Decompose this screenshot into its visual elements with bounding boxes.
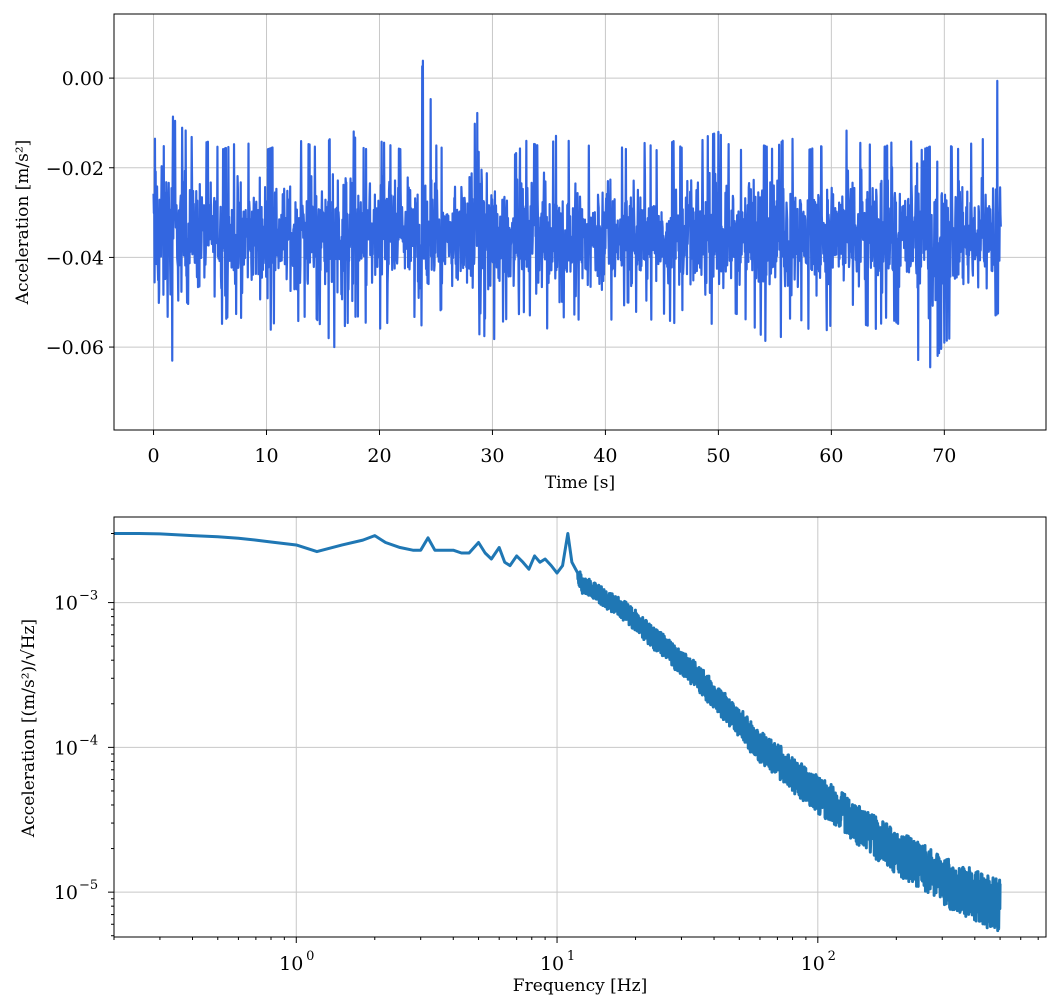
time-series-y-tick-label: −0.06 bbox=[46, 337, 104, 359]
time-series-y-ticks: 0.00 −0.02 −0.04 −0.06 bbox=[46, 68, 114, 359]
time-series-x-tick-label: 60 bbox=[819, 445, 843, 467]
spectrum-y-tick-exponent: −5 bbox=[79, 878, 98, 893]
spectrum-plot-frame bbox=[113, 516, 1047, 938]
time-series-x-tick-label: 0 bbox=[147, 445, 159, 467]
spectrum-y-tick-exponent: −4 bbox=[79, 733, 98, 748]
time-series-x-tick-label: 10 bbox=[254, 445, 278, 467]
spectrum-x-tick-exponent: 2 bbox=[828, 949, 836, 964]
spectrum-line bbox=[114, 532, 1002, 933]
spectrum-y-tick-exponent: −3 bbox=[79, 589, 98, 604]
time-series-x-tick-label: 20 bbox=[367, 445, 391, 467]
time-series-y-tick-label: −0.02 bbox=[46, 158, 104, 180]
spectrum-y-axis-label: Acceleration [(m/s²)/√Hz] bbox=[19, 619, 39, 838]
time-series-x-axis-label: Time [s] bbox=[545, 473, 615, 493]
spectrum-line-group bbox=[114, 532, 1002, 933]
spectrum-y-tick-label: 10 bbox=[54, 737, 78, 759]
time-series-y-axis-label: Acceleration [m/s²] bbox=[13, 140, 33, 306]
time-series-line-group bbox=[152, 59, 1002, 369]
time-series-x-tick-label: 50 bbox=[706, 445, 730, 467]
time-series-y-tick-label: 0.00 bbox=[62, 68, 104, 90]
time-series-x-tick-label: 30 bbox=[480, 445, 504, 467]
spectrum-x-axis-label: Frequency [Hz] bbox=[513, 976, 647, 996]
time-series-x-tick-label: 40 bbox=[593, 445, 617, 467]
spectrum-y-ticks: 10−310−410−5 bbox=[54, 532, 114, 937]
time-series-panel: 0 10 20 30 40 50 60 70 0.00 −0.02 −0.04 −0.06 Time… bbox=[13, 13, 1047, 493]
time-series-x-tick-label: 70 bbox=[932, 445, 956, 467]
time-series-y-tick-label: −0.04 bbox=[46, 247, 104, 269]
spectrum-x-ticks: 10 0 10 1 10 2 bbox=[113, 937, 1039, 975]
spectrum-panel: 10 0 10 1 10 2 10−310−410−5 Frequency [Hz] Ac… bbox=[19, 516, 1047, 996]
spectrum-x-tick-label: 10 bbox=[279, 953, 303, 975]
spectrum-x-tick-exponent: 0 bbox=[306, 949, 314, 964]
time-series-line bbox=[152, 59, 1002, 369]
spectrum-y-tick-label: 10 bbox=[54, 882, 78, 904]
spectrum-y-tick-label: 10 bbox=[54, 593, 78, 615]
spectrum-grid bbox=[114, 517, 1046, 937]
spectrum-x-tick-label: 10 bbox=[801, 953, 825, 975]
time-series-plot-frame bbox=[113, 13, 1047, 431]
spectrum-x-tick-exponent: 1 bbox=[567, 949, 575, 964]
spectrum-x-tick-label: 10 bbox=[540, 953, 564, 975]
time-series-x-ticks: 0 10 20 30 40 50 60 70 bbox=[147, 430, 956, 467]
